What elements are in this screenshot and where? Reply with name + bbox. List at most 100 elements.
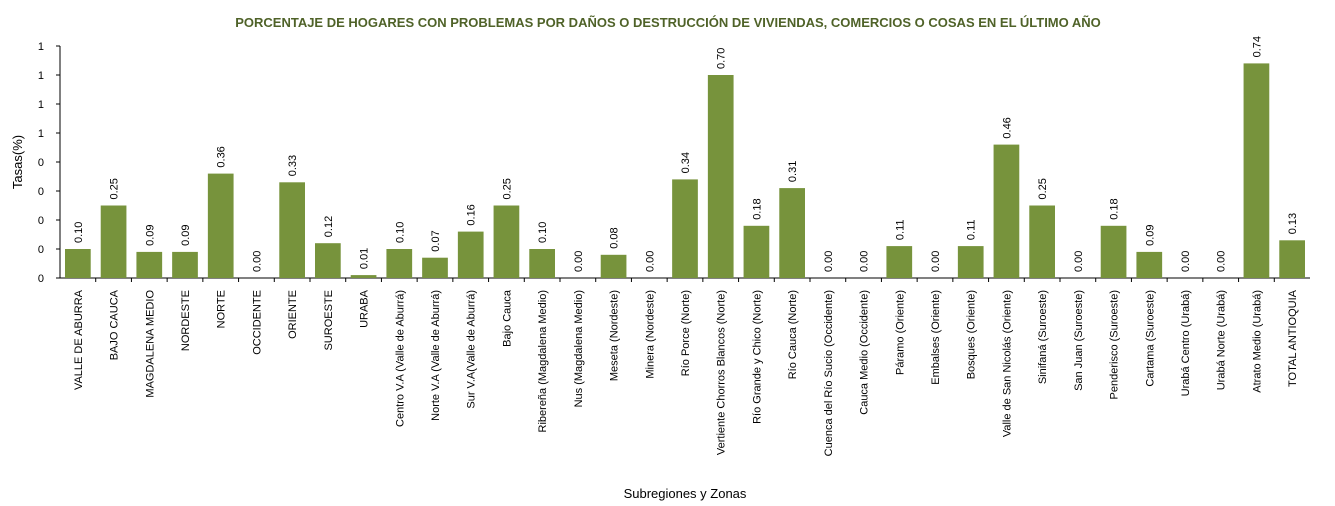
y-tick-label: 0 <box>38 157 44 169</box>
x-tick-label: Atrato Medio (Urabá) <box>1251 290 1263 393</box>
y-tick-label: 0 <box>38 244 44 256</box>
bar <box>957 246 984 278</box>
data-label: 0.11 <box>894 220 906 241</box>
data-label: 0.25 <box>109 178 121 199</box>
x-tick-label: OCCIDENTE <box>251 290 263 355</box>
y-axis-label: Tasas(%) <box>10 135 25 189</box>
bar <box>386 249 413 278</box>
y-tick-label: 1 <box>38 99 44 111</box>
x-tick-label: Urabá Centro (Urabá) <box>1180 290 1192 396</box>
data-label: 0.10 <box>537 222 549 243</box>
data-label: 0.09 <box>144 224 156 245</box>
data-label: 0.00 <box>1180 251 1192 272</box>
data-label: 0.10 <box>73 222 85 243</box>
x-tick-label: Urabá Norte (Urabá) <box>1216 290 1228 390</box>
x-tick-label: Bosques (Oriente) <box>966 290 978 379</box>
x-tick-label: Sinifaná (Suroeste) <box>1037 290 1049 384</box>
x-tick-label: Río Cauca (Norte) <box>787 290 799 379</box>
x-tick-label: Bajo Cauca <box>501 289 513 347</box>
x-tick-label: Ribereña (Magdalena Medio) <box>537 290 549 432</box>
x-tick-label: Cartama (Suroeste) <box>1144 290 1156 387</box>
bar <box>529 249 555 278</box>
data-label: 0.08 <box>609 227 621 248</box>
bar <box>65 249 91 278</box>
bar <box>1279 240 1305 278</box>
data-label: 0.00 <box>1073 251 1085 272</box>
data-label: 0.00 <box>1216 251 1228 272</box>
data-label: 0.09 <box>1144 224 1156 245</box>
x-tick-label: Valle de San Nicolás (Oriente) <box>1001 290 1013 437</box>
bar <box>1243 63 1270 279</box>
y-tick-label: 0 <box>38 273 44 285</box>
y-tick-label: 1 <box>38 41 44 53</box>
data-label: 0.00 <box>859 251 871 272</box>
data-label: 0.18 <box>751 198 763 219</box>
data-label: 0.00 <box>251 251 263 272</box>
bar <box>672 179 698 278</box>
y-tick-label: 0 <box>38 186 44 198</box>
data-label: 0.00 <box>823 251 835 272</box>
x-tick-label: Norte V.A (Valle de Aburrá) <box>430 290 442 421</box>
x-tick-label: Vertiente Chorros Blancos (Norte) <box>716 290 728 455</box>
x-tick-label: Penderisco (Suroeste) <box>1109 290 1121 399</box>
x-tick-label: Nus (Magdalena Medio) <box>573 290 585 407</box>
bar <box>743 225 770 278</box>
bar <box>100 205 127 278</box>
x-tick-label: San Juan (Suroeste) <box>1073 290 1085 391</box>
data-label: 0.11 <box>966 220 978 241</box>
data-label: 0.16 <box>466 204 478 225</box>
data-label: 0.31 <box>787 161 799 182</box>
bar <box>350 275 377 278</box>
x-tick-label: Páramo (Oriente) <box>894 290 906 375</box>
data-label: 0.33 <box>287 155 299 176</box>
data-label: 0.70 <box>716 48 728 69</box>
bar <box>315 243 341 278</box>
x-tick-label: Cuenca del Río Sucio (Occidente) <box>823 290 835 456</box>
bar <box>707 75 734 278</box>
x-tick-label: BAJO CAUCA <box>109 289 121 360</box>
data-label: 0.13 <box>1287 213 1299 234</box>
bar <box>207 173 234 278</box>
x-tick-label: Cauca Medio (Occidente) <box>859 290 871 415</box>
bar <box>886 246 913 278</box>
x-tick-label: Centro V.A (Valle de Aburrá) <box>394 290 406 427</box>
x-tick-label: Río Porce (Norte) <box>680 290 692 376</box>
y-tick-label: 1 <box>38 70 44 82</box>
bar <box>279 182 305 278</box>
data-label: 0.12 <box>323 216 335 237</box>
data-label: 0.07 <box>430 230 442 251</box>
x-tick-label: SUROESTE <box>323 290 335 351</box>
x-tick-label: NORTE <box>216 290 228 328</box>
bar <box>493 205 520 278</box>
x-tick-label: VALLE DE ABURRA <box>73 289 85 390</box>
x-tick-label: TOTAL ANTIOQUIA <box>1287 289 1299 387</box>
bar <box>779 188 805 278</box>
x-tick-label: ORIENTE <box>287 290 299 339</box>
data-label: 0.10 <box>394 222 406 243</box>
x-tick-label: NORDESTE <box>180 290 192 351</box>
bar <box>457 231 484 278</box>
bar <box>1100 225 1127 278</box>
bar <box>422 257 448 278</box>
x-tick-label: Meseta (Nordeste) <box>609 290 621 381</box>
data-label: 0.46 <box>1001 117 1013 138</box>
bar <box>600 254 627 278</box>
y-tick-label: 1 <box>38 128 44 140</box>
data-label: 0.09 <box>180 224 192 245</box>
bar <box>993 144 1020 278</box>
data-label: 0.36 <box>216 146 228 167</box>
x-tick-label: URABA <box>359 289 371 328</box>
data-label: 0.01 <box>359 248 371 269</box>
data-label: 0.00 <box>930 251 942 272</box>
x-tick-label: Río Grande y Chico (Norte) <box>751 290 763 424</box>
x-tick-label: MAGDALENA MEDIO <box>144 290 156 398</box>
data-label: 0.18 <box>1109 198 1121 219</box>
data-label: 0.00 <box>644 251 656 272</box>
bar <box>136 251 163 278</box>
data-label: 0.25 <box>1037 178 1049 199</box>
x-axis-label: Subregiones y Zonas <box>624 486 747 501</box>
data-label: 0.74 <box>1251 36 1263 57</box>
x-tick-label: Embalses (Oriente) <box>930 290 942 385</box>
y-tick-label: 0 <box>38 215 44 227</box>
